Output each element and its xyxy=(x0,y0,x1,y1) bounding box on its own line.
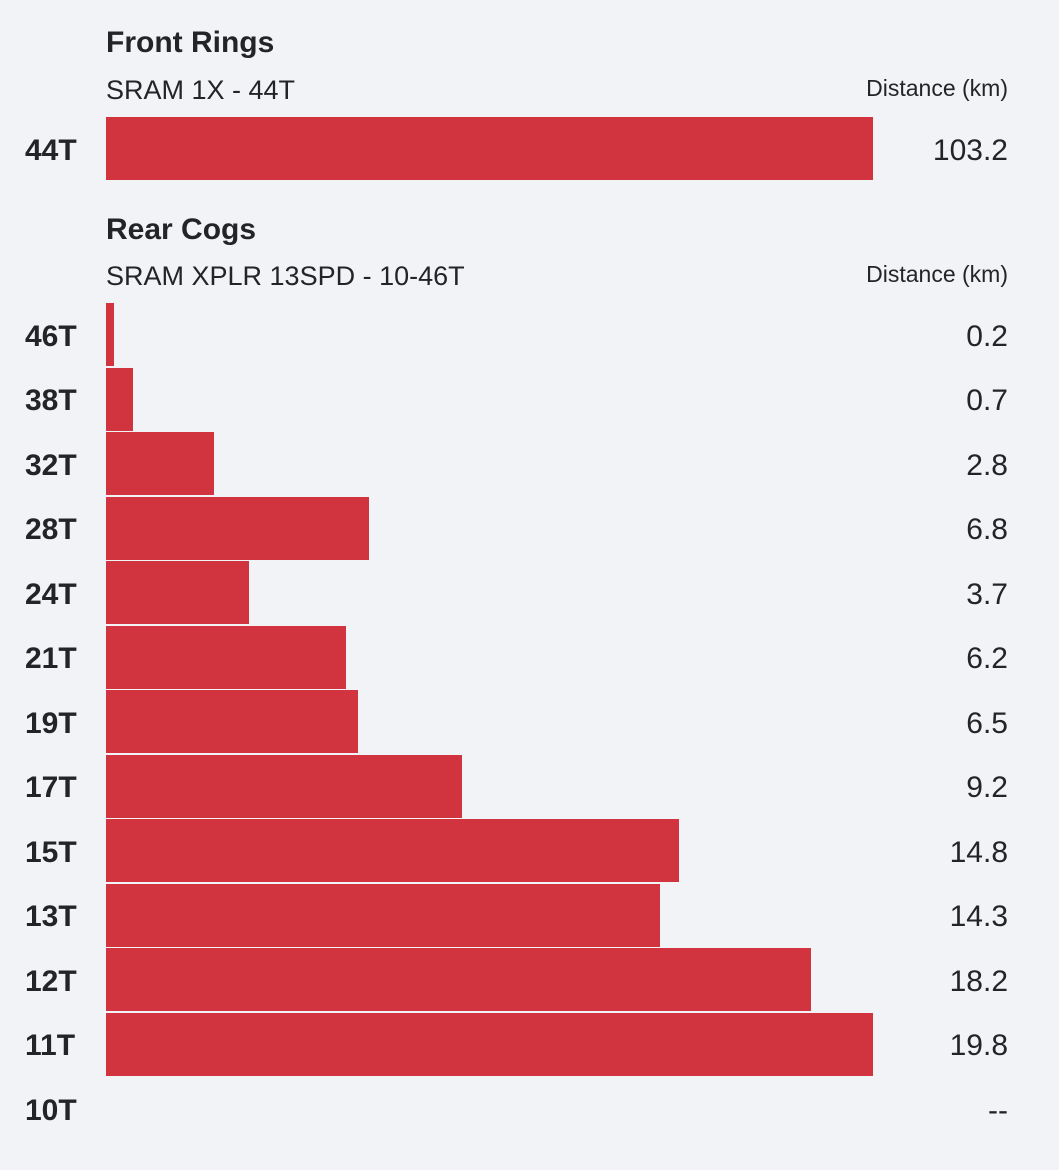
rear-cog-track xyxy=(106,754,873,818)
rear-cog-track xyxy=(106,625,873,689)
front-ring-value: 103.2 xyxy=(932,133,1008,167)
rear-cog-row: 38T 0.7 xyxy=(0,367,1059,431)
rear-cog-label: 28T xyxy=(25,513,77,546)
front-rings-title: Front Rings xyxy=(106,26,275,59)
rear-cog-value: 6.2 xyxy=(966,642,1008,675)
rear-cog-track xyxy=(106,561,873,624)
rear-cog-label: 32T xyxy=(25,448,77,482)
rear-cog-value: -- xyxy=(988,1093,1008,1127)
rear-cog-bar xyxy=(106,819,679,882)
rear-cog-value: 9.2 xyxy=(966,771,1008,804)
rear-cog-bar xyxy=(106,561,249,624)
rear-cog-value: 6.8 xyxy=(966,513,1008,546)
rear-cog-bar xyxy=(106,432,214,495)
rear-cog-row: 13T 14.3 xyxy=(0,883,1059,947)
rear-cog-label: 11T xyxy=(25,1029,76,1062)
rear-cog-label: 24T xyxy=(25,577,77,611)
rear-cog-track xyxy=(106,1077,873,1140)
rear-cog-label: 12T xyxy=(25,964,77,998)
rear-cog-row: 15T 14.8 xyxy=(0,819,1059,882)
rear-cog-track xyxy=(106,496,873,560)
rear-cog-row: 10T -- xyxy=(0,1077,1059,1140)
rear-cog-row: 21T 6.2 xyxy=(0,625,1059,689)
rear-cogs-title: Rear Cogs xyxy=(106,213,257,246)
front-ring-label: 44T xyxy=(25,133,77,167)
front-rings-column-header: Distance (km) xyxy=(866,75,1008,101)
rear-cog-row: 28T 6.8 xyxy=(0,496,1059,560)
rear-cog-value: 0.7 xyxy=(966,384,1008,417)
rear-cog-value: 3.7 xyxy=(966,577,1008,611)
rear-cog-track xyxy=(106,690,873,753)
rear-cog-track xyxy=(106,303,873,366)
rear-cog-value: 6.5 xyxy=(966,706,1008,740)
rear-cog-label: 46T xyxy=(25,319,77,353)
rear-cog-track xyxy=(106,1012,873,1076)
rear-cog-track xyxy=(106,948,873,1011)
rear-cog-value: 0.2 xyxy=(966,319,1008,353)
rear-cog-row: 19T 6.5 xyxy=(0,690,1059,753)
front-ring-track xyxy=(106,117,873,180)
rear-cog-bar xyxy=(106,754,462,818)
rear-cog-bar xyxy=(106,1012,873,1076)
rear-cog-track xyxy=(106,883,873,947)
rear-cog-bar xyxy=(106,625,346,689)
rear-cog-row: 12T 18.2 xyxy=(0,948,1059,1011)
rear-cog-label: 21T xyxy=(25,642,77,675)
front-ring-row: 44T 103.2 xyxy=(0,117,1059,180)
rear-cog-label: 38T xyxy=(25,384,77,417)
rear-cog-row: 17T 9.2 xyxy=(0,754,1059,818)
rear-cog-bar xyxy=(106,883,660,947)
rear-cog-value: 14.8 xyxy=(949,835,1008,869)
rear-cog-label: 13T xyxy=(25,900,77,933)
rear-cog-label: 10T xyxy=(25,1093,77,1127)
rear-cog-label: 17T xyxy=(25,771,77,804)
rear-cog-row: 11T 19.8 xyxy=(0,1012,1059,1076)
rear-cog-track xyxy=(106,367,873,431)
rear-cog-value: 2.8 xyxy=(966,448,1008,482)
rear-cogs-subtitle: SRAM XPLR 13SPD - 10-46T xyxy=(106,261,465,291)
rear-cog-value: 19.8 xyxy=(949,1029,1008,1062)
front-ring-bar xyxy=(106,117,873,180)
front-rings-subtitle: SRAM 1X - 44T xyxy=(106,75,296,105)
rear-cog-bar xyxy=(106,496,369,560)
rear-cog-track xyxy=(106,432,873,495)
rear-cog-bar xyxy=(106,303,114,366)
rear-cog-bar xyxy=(106,367,133,431)
rear-cog-row: 32T 2.8 xyxy=(0,432,1059,495)
rear-cog-row: 24T 3.7 xyxy=(0,561,1059,624)
rear-cog-value: 14.3 xyxy=(949,900,1008,933)
rear-cog-bar xyxy=(106,690,358,753)
rear-cog-track xyxy=(106,819,873,882)
rear-cog-label: 15T xyxy=(25,835,77,869)
rear-cog-bar xyxy=(106,948,811,1011)
rear-cog-value: 18.2 xyxy=(949,964,1008,998)
rear-cog-row: 46T 0.2 xyxy=(0,303,1059,366)
rear-cogs-column-header: Distance (km) xyxy=(866,261,1008,287)
rear-cog-label: 19T xyxy=(25,706,77,740)
